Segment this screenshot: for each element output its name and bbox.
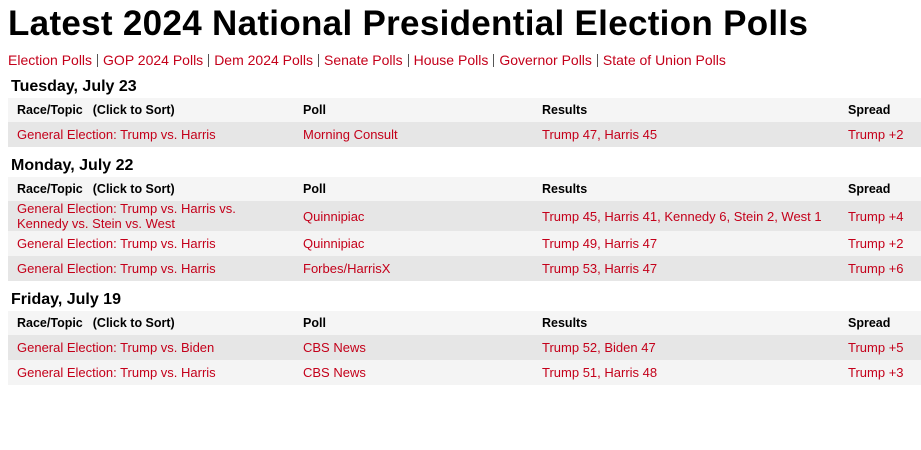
date-section: Tuesday, July 23 Race/Topic (Click to Sort… [8, 74, 921, 147]
date-heading: Friday, July 19 [11, 291, 121, 308]
poll-link[interactable]: Morning Consult [303, 127, 398, 142]
column-header[interactable]: Results [533, 182, 839, 197]
column-header[interactable]: Spread [839, 182, 921, 197]
column-header[interactable]: Race/Topic (Click to Sort) [8, 316, 294, 331]
column-label[interactable]: Race/Topic [17, 315, 83, 330]
date-heading: Tuesday, July 23 [11, 78, 137, 95]
column-header[interactable]: Results [533, 316, 839, 331]
polls-table: Tuesday, July 23 Race/Topic (Click to Sort… [8, 74, 921, 385]
nav-link[interactable]: Dem 2024 Polls [214, 52, 314, 68]
race-link[interactable]: General Election: Trump vs. Biden [17, 340, 215, 355]
sort-hint[interactable]: (Click to Sort) [92, 181, 175, 196]
results-link[interactable]: Trump 52, Biden 47 [542, 340, 656, 355]
spread-link[interactable]: Trump +4 [848, 208, 904, 224]
nav-separator [97, 54, 99, 67]
nav-link[interactable]: GOP 2024 Polls [103, 52, 204, 68]
race-link[interactable]: General Election: Trump vs. Harris [17, 127, 216, 142]
nav-link[interactable]: Election Polls [8, 52, 93, 68]
poll-link[interactable]: CBS News [303, 365, 366, 380]
spread-link[interactable]: Trump +2 [848, 236, 904, 251]
results-link[interactable]: Trump 53, Harris 47 [542, 261, 658, 276]
nav-separator [596, 54, 598, 67]
column-label[interactable]: Results [542, 181, 588, 196]
poll-link[interactable]: Forbes/HarrisX [303, 261, 391, 276]
column-header[interactable]: Race/Topic (Click to Sort) [8, 103, 294, 118]
results-link[interactable]: Trump 51, Harris 48 [542, 365, 658, 380]
nav-link[interactable]: Governor Polls [499, 52, 592, 68]
nav-link[interactable]: Senate Polls [324, 52, 403, 68]
column-label[interactable]: Results [542, 102, 588, 117]
column-label[interactable]: Spread [848, 181, 891, 196]
results-link[interactable]: Trump 49, Harris 47 [542, 236, 658, 251]
results-link[interactable]: Trump 45, Harris 41, Kennedy 6, Stein 2,… [542, 208, 822, 224]
column-label[interactable]: Poll [303, 102, 326, 117]
nav-link[interactable]: State of Union Polls [602, 52, 726, 68]
column-header[interactable]: Poll [294, 316, 533, 331]
race-link[interactable]: General Election: Trump vs. Harris [17, 365, 216, 380]
header-row: Race/Topic (Click to Sort) Poll Results Spre… [8, 177, 921, 201]
column-header[interactable]: Race/Topic (Click to Sort) [8, 182, 294, 197]
results-link[interactable]: Trump 47, Harris 45 [542, 127, 658, 142]
column-label[interactable]: Race/Topic [17, 102, 83, 117]
sort-hint[interactable]: (Click to Sort) [92, 102, 175, 117]
column-header[interactable]: Results [533, 103, 839, 118]
spread-link[interactable]: Trump +3 [848, 365, 904, 380]
spread-link[interactable]: Trump +2 [848, 127, 904, 142]
race-link[interactable]: General Election: Trump vs. Harris [17, 236, 216, 251]
spread-link[interactable]: Trump +6 [848, 261, 904, 276]
column-header[interactable]: Spread [839, 316, 921, 331]
poll-row: General Election: Trump vs. Harris Quinni… [8, 231, 921, 256]
poll-row: General Election: Trump vs. Biden CBS New… [8, 335, 921, 360]
poll-row: General Election: Trump vs. Harris CBS Ne… [8, 360, 921, 385]
poll-row: General Election: Trump vs. Harris vs. K… [8, 201, 921, 231]
poll-row: General Election: Trump vs. Harris Mornin… [8, 122, 921, 147]
race-link[interactable]: General Election: Trump vs. Harris [17, 261, 216, 276]
column-header[interactable]: Poll [294, 103, 533, 118]
column-label[interactable]: Spread [848, 315, 891, 330]
poll-link[interactable]: Quinnipiac [303, 236, 365, 251]
page-title: Latest 2024 National Presidential Electi… [8, 4, 809, 43]
nav-separator [493, 54, 495, 67]
column-label[interactable]: Poll [303, 315, 326, 330]
header-row: Race/Topic (Click to Sort) Poll Results Spre… [8, 311, 921, 335]
header-row: Race/Topic (Click to Sort) Poll Results Spre… [8, 98, 921, 122]
column-label[interactable]: Spread [848, 102, 891, 117]
date-section: Friday, July 19 Race/Topic (Click to Sort)… [8, 287, 921, 385]
date-heading: Monday, July 22 [11, 157, 134, 174]
spread-link[interactable]: Trump +5 [848, 340, 904, 355]
poll-link[interactable]: Quinnipiac [303, 208, 365, 224]
column-header[interactable]: Poll [294, 182, 533, 197]
nav-separator [407, 54, 409, 67]
column-label[interactable]: Poll [303, 181, 326, 196]
poll-row: General Election: Trump vs. Harris Forbes… [8, 256, 921, 281]
nav-separator [318, 54, 320, 67]
sort-hint[interactable]: (Click to Sort) [92, 315, 175, 330]
race-link[interactable]: General Election: Trump vs. Harris vs. K… [17, 201, 236, 231]
date-section: Monday, July 22 Race/Topic (Click to Sort)… [8, 153, 921, 281]
nav-separator [208, 54, 210, 67]
nav-bar: Election Polls GOP 2024 Polls Dem 2024 Pol… [8, 50, 921, 70]
column-header[interactable]: Spread [839, 103, 921, 118]
nav-link[interactable]: House Polls [413, 52, 489, 68]
column-label[interactable]: Results [542, 315, 588, 330]
poll-link[interactable]: CBS News [303, 340, 366, 355]
column-label[interactable]: Race/Topic [17, 181, 83, 196]
